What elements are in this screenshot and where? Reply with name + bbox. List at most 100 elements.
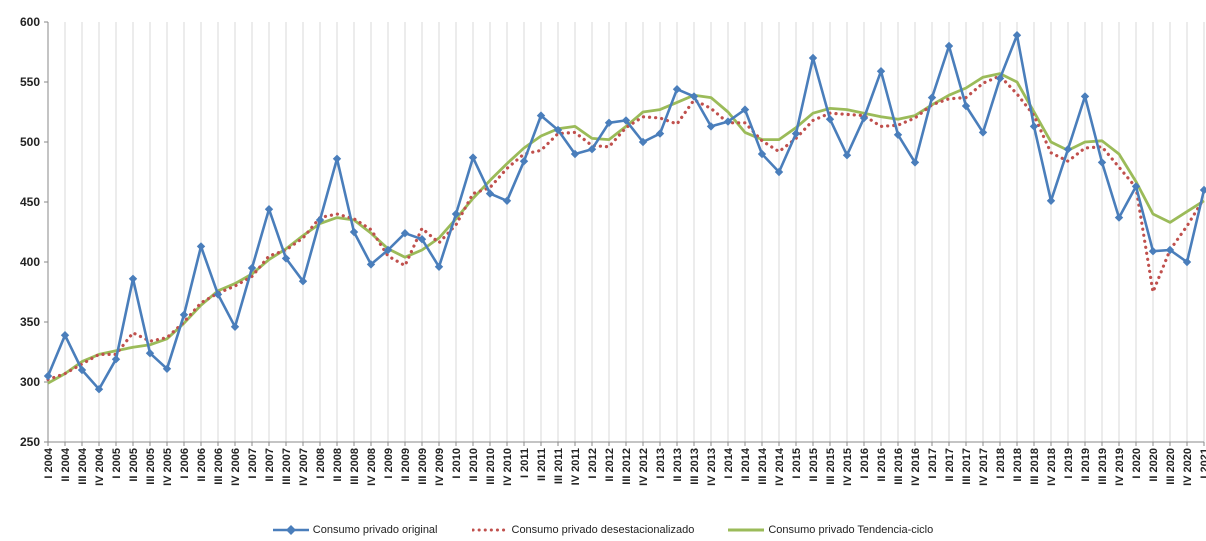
data-point-original: [281, 254, 291, 263]
x-tick-label: II 2011: [536, 448, 548, 481]
y-tick-label: 400: [20, 255, 40, 269]
x-tick-label: III 2016: [893, 448, 905, 485]
x-tick-label: I 2009: [383, 448, 395, 479]
data-point-original: [1080, 92, 1090, 101]
x-tick-label: III 2019: [1097, 448, 1109, 485]
x-tick-label: IV 2017: [978, 448, 990, 486]
y-tick-label: 350: [20, 315, 40, 329]
y-tick-label: 250: [20, 435, 40, 449]
x-tick-label: I 2016: [859, 448, 871, 479]
data-point-original: [349, 227, 359, 237]
x-tick-label: I 2007: [247, 448, 259, 479]
series-line-1: [46, 74, 1206, 382]
y-tick-label: 500: [20, 135, 40, 149]
x-tick-label: I 2013: [655, 448, 667, 479]
data-point-original: [417, 235, 427, 244]
x-tick-label: III 2018: [1029, 448, 1041, 485]
x-tick-label: II 2014: [740, 447, 752, 482]
legend-item-tendencia: Consumo privado Tendencia-ciclo: [728, 524, 933, 536]
data-point-original: [1114, 213, 1124, 222]
x-tick-label: I 2020: [1131, 448, 1143, 479]
data-point-original: [434, 262, 444, 271]
data-point-original: [213, 290, 223, 299]
x-tick-label: III 2009: [417, 448, 429, 485]
x-tick-label: III 2013: [689, 448, 701, 485]
x-tick-label: II 2020: [1148, 448, 1160, 482]
x-tick-label: I 2005: [111, 448, 123, 479]
x-tick-label: II 2015: [808, 448, 820, 482]
x-tick-label: II 2017: [944, 448, 956, 482]
data-point-original: [927, 93, 937, 102]
x-tick-labels: I 2004 II 2004 III 2004 IV 2004 I 2005 II 200…: [43, 447, 1206, 486]
data-point-original: [468, 153, 478, 162]
x-tick-label: III 2020: [1165, 448, 1177, 485]
data-point-original: [519, 157, 529, 166]
x-tick-label: IV 2005: [162, 448, 174, 486]
data-point-original: [944, 41, 954, 51]
data-point-original: [774, 167, 784, 177]
x-tick-label: I 2015: [791, 448, 803, 479]
data-point-original: [1097, 158, 1107, 167]
legend-swatch-desestacionalizado: [471, 528, 508, 532]
data-point-original: [43, 371, 53, 381]
data-point-original: [570, 149, 580, 159]
x-tick-label: III 2004: [77, 447, 89, 485]
data-point-original: [1063, 145, 1073, 154]
x-tick-label: I 2012: [587, 448, 599, 479]
data-point-original: [111, 355, 121, 364]
legend-item-original: Consumo privado original: [272, 524, 438, 536]
legend-swatch-original: [272, 525, 309, 535]
x-tick-label: II 2007: [264, 448, 276, 482]
x-tick-label: I 2011: [519, 448, 531, 478]
data-point-original: [638, 137, 648, 147]
y-tick-labels: 250 300 350 400 450 500 550 600: [20, 15, 40, 449]
data-point-original: [1199, 185, 1206, 195]
data-point-original: [995, 74, 1005, 83]
data-point-original: [587, 145, 597, 154]
x-tick-label: I 2004: [43, 447, 55, 478]
x-tick-label: IV 2010: [502, 448, 514, 486]
data-point-original: [672, 85, 682, 94]
x-tick-label: IV 2008: [366, 448, 378, 486]
x-tick-label: IV 2014: [774, 447, 786, 486]
data-point-original: [978, 128, 988, 137]
legend-label-desestacionalizado: Consumo privado desestacionalizado: [511, 524, 695, 536]
x-tick-label: II 2016: [876, 448, 888, 482]
y-tick-label: 600: [20, 15, 40, 29]
data-point-original: [876, 67, 886, 76]
x-tick-label: III 2014: [757, 447, 769, 485]
legend-label-original: Consumo privado original: [312, 524, 438, 536]
x-tick-label: I 2014: [723, 447, 735, 478]
data-point-original: [1148, 247, 1158, 256]
x-tick-label: IV 2013: [706, 448, 718, 486]
data-point-original: [502, 196, 512, 205]
x-tick-label: IV 2019: [1114, 448, 1126, 486]
data-point-original: [1165, 245, 1175, 255]
data-point-original: [298, 277, 308, 286]
legend-item-desestacionalizado: Consumo privado desestacionalizado: [471, 524, 695, 536]
data-point-original: [757, 149, 767, 159]
x-tick-label: III 2007: [281, 448, 293, 485]
data-point-original: [94, 385, 104, 394]
x-tick-label: II 2013: [672, 448, 684, 482]
data-point-original: [1012, 31, 1022, 40]
x-tick-label: II 2005: [128, 448, 140, 482]
x-tick-label: I 2017: [927, 448, 939, 479]
data-point-original: [400, 229, 410, 238]
data-point-original: [689, 92, 699, 101]
legend-label-tendencia: Consumo privado Tendencia-ciclo: [768, 524, 934, 536]
data-point-original: [247, 263, 257, 273]
x-tick-label: I 2018: [995, 448, 1007, 479]
x-tick-label: I 2019: [1063, 448, 1075, 479]
data-point-original: [179, 310, 189, 319]
x-tick-label: IV 2006: [230, 448, 242, 486]
data-point-original: [808, 53, 818, 63]
data-point-original: [77, 365, 87, 375]
x-tick-label: II 2009: [400, 448, 412, 482]
data-point-original: [230, 322, 240, 331]
data-point-original: [791, 129, 801, 138]
x-tick-label: I 2021: [1199, 448, 1206, 479]
x-tick-label: III 2012: [621, 448, 633, 485]
x-tick-label: III 2017: [961, 448, 973, 485]
data-point-original: [1029, 122, 1039, 131]
